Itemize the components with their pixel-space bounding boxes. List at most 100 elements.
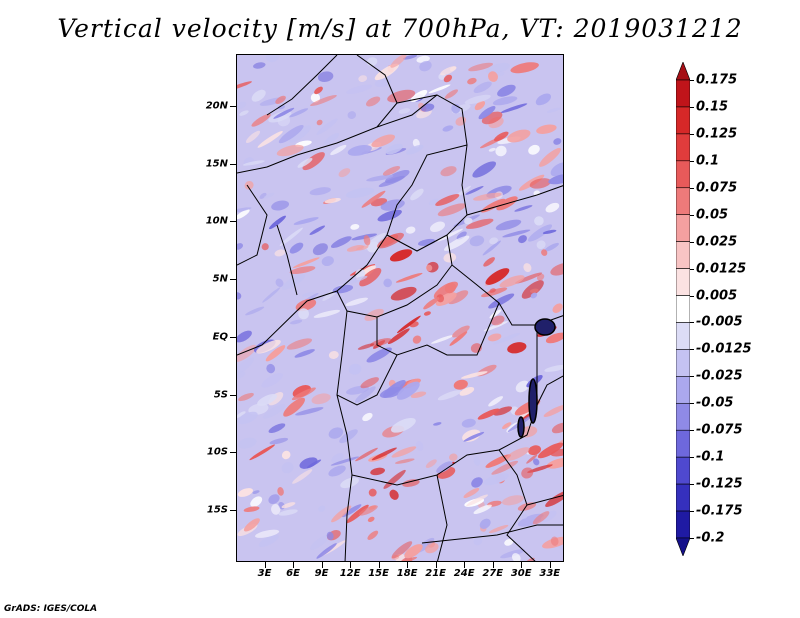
velocity-cell xyxy=(261,243,269,251)
colorbar-tick xyxy=(690,268,694,270)
velocity-cell xyxy=(398,108,411,114)
velocity-cell xyxy=(316,543,337,559)
velocity-cell xyxy=(474,100,486,111)
velocity-cell xyxy=(459,387,475,396)
velocity-cell xyxy=(263,192,275,199)
velocity-cell xyxy=(541,249,548,256)
velocity-cell xyxy=(443,252,457,263)
velocity-cell xyxy=(289,125,311,143)
velocity-cell xyxy=(316,118,338,135)
colorbar-label: 0.075 xyxy=(696,180,738,196)
velocity-cell xyxy=(435,194,460,206)
colorbar-tick xyxy=(690,106,694,108)
colorbar-label: -0.05 xyxy=(696,395,734,411)
velocity-cell xyxy=(289,266,316,275)
velocity-cell xyxy=(245,130,261,144)
velocity-cell xyxy=(546,107,561,113)
lat-tick xyxy=(230,510,236,512)
velocity-cell xyxy=(367,530,379,540)
velocity-cell xyxy=(377,232,404,249)
velocity-cell xyxy=(449,453,458,461)
velocity-cell xyxy=(346,504,369,524)
colorbar-tick xyxy=(690,214,694,216)
velocity-cell xyxy=(251,89,266,102)
colorbar-tick xyxy=(690,349,694,351)
velocity-cell xyxy=(328,351,339,359)
velocity-cell xyxy=(362,412,373,422)
velocity-cell xyxy=(330,456,360,466)
velocity-cell xyxy=(286,338,313,350)
colorbar-segment xyxy=(676,187,690,216)
velocity-cell xyxy=(318,505,326,512)
velocity-cell xyxy=(347,144,372,156)
velocity-cell xyxy=(252,490,260,494)
velocity-cell xyxy=(480,287,508,298)
velocity-cell xyxy=(346,245,364,252)
velocity-cell xyxy=(279,227,303,246)
velocity-cell xyxy=(466,494,489,507)
velocity-cell xyxy=(449,331,468,346)
velocity-cell xyxy=(488,293,515,309)
lon-tick xyxy=(350,562,352,568)
velocity-cell xyxy=(378,175,405,187)
velocity-cell xyxy=(338,168,351,178)
velocity-cell xyxy=(291,387,316,401)
velocity-cell xyxy=(259,192,267,199)
velocity-cell xyxy=(324,197,341,204)
velocity-cell xyxy=(321,256,334,267)
lon-tick xyxy=(521,562,523,568)
velocity-cell xyxy=(390,417,416,433)
grads-credit: GrADS: IGES/COLA xyxy=(4,604,98,614)
colorbar-segment xyxy=(676,456,690,485)
colorbar-segment xyxy=(676,268,690,296)
lon-label: 21E xyxy=(425,568,447,579)
colorbar-tick xyxy=(690,403,694,405)
velocity-cell xyxy=(269,215,286,230)
lon-tick xyxy=(378,562,380,568)
velocity-cell xyxy=(412,335,422,344)
velocity-cell xyxy=(256,339,281,354)
velocity-cell xyxy=(396,315,421,334)
velocity-cell xyxy=(283,397,306,417)
velocity-cell xyxy=(405,226,416,234)
velocity-cell xyxy=(473,504,492,515)
velocity-cell xyxy=(339,429,358,444)
velocity-cell xyxy=(523,263,532,273)
velocity-cell xyxy=(250,496,263,508)
velocity-cell xyxy=(237,207,252,214)
velocity-cell xyxy=(410,391,427,399)
great-lakes xyxy=(517,318,556,438)
velocity-cell xyxy=(536,124,557,134)
velocity-cell xyxy=(237,330,252,343)
velocity-cell xyxy=(383,278,392,288)
velocity-cell xyxy=(433,422,442,426)
lon-label: 9E xyxy=(314,568,329,579)
velocity-cell xyxy=(350,224,360,230)
colorbar-label: 0.1 xyxy=(696,153,720,169)
velocity-cell xyxy=(265,55,280,63)
velocity-cell xyxy=(328,465,346,477)
velocity-cell xyxy=(330,236,352,248)
velocity-cell xyxy=(275,95,286,105)
velocity-cell xyxy=(534,216,544,226)
velocity-cell xyxy=(331,453,344,464)
velocity-cell xyxy=(533,458,540,466)
velocity-cell xyxy=(366,174,394,182)
velocity-cell xyxy=(294,349,315,358)
velocity-cell xyxy=(460,371,488,379)
velocity-cell xyxy=(545,332,563,344)
velocity-cell xyxy=(290,319,303,325)
velocity-cell xyxy=(311,393,331,405)
colorbar-tick xyxy=(690,376,694,378)
velocity-cell xyxy=(514,205,533,212)
velocity-cell xyxy=(495,145,507,157)
velocity-cell xyxy=(243,160,265,166)
velocity-cell xyxy=(360,377,379,389)
velocity-cell xyxy=(464,94,491,105)
velocity-cell xyxy=(482,240,501,256)
velocity-cell xyxy=(502,422,512,429)
velocity-cell xyxy=(292,469,313,484)
velocity-cell xyxy=(367,516,375,523)
colorbar-tick xyxy=(690,538,694,539)
velocity-cell xyxy=(478,106,496,120)
